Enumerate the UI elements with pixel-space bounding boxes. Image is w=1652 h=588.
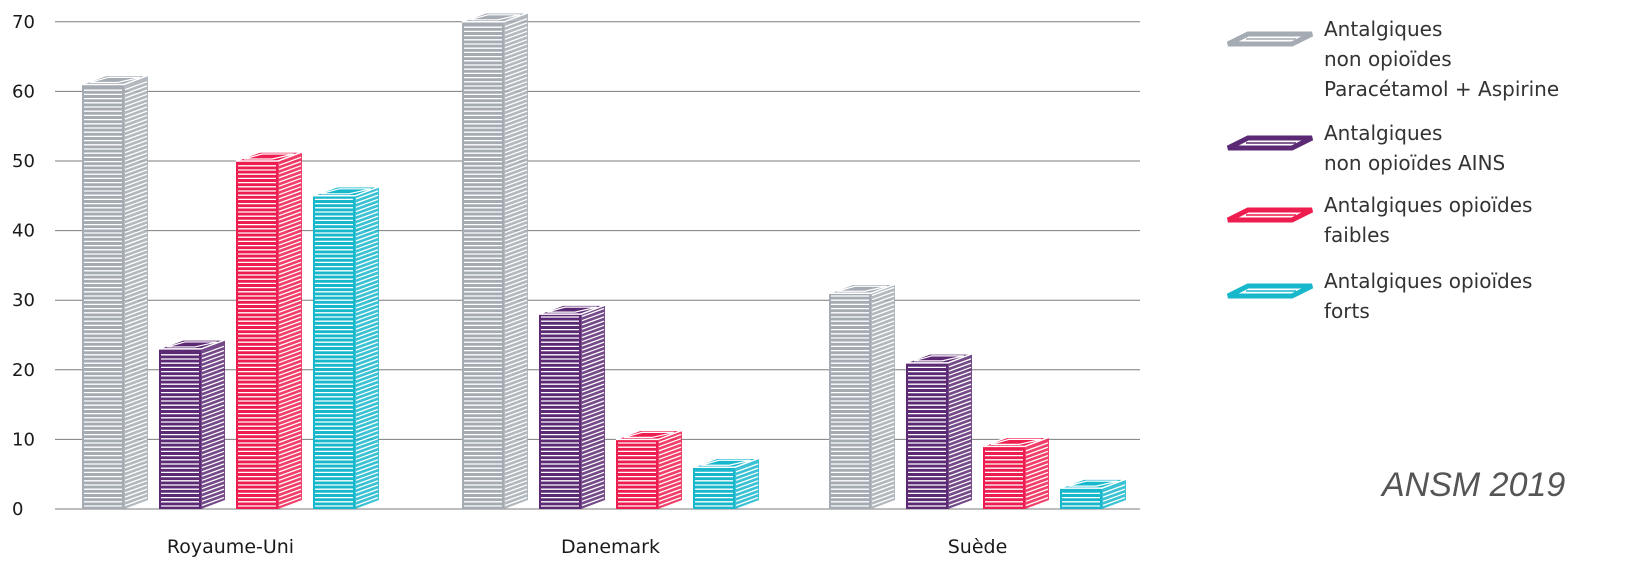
- y-tick-label: 40: [12, 221, 35, 242]
- bar: [158, 339, 226, 509]
- legend-label: faibles: [1324, 223, 1390, 247]
- x-category-label: Royaume-Uni: [167, 536, 294, 558]
- x-axis: Royaume-Uni Danemark Suède: [167, 536, 1007, 558]
- y-tick-label: 10: [12, 429, 35, 450]
- bar: [982, 436, 1050, 509]
- legend-label: forts: [1324, 299, 1370, 323]
- bar: [538, 304, 606, 509]
- source-annotation: ANSM 2019: [1380, 466, 1565, 504]
- legend-item: Antalgiques non opioïdes AINS: [1226, 121, 1505, 175]
- bar: [828, 283, 896, 509]
- bar: [615, 429, 683, 509]
- bar: [312, 186, 380, 510]
- bar: [235, 151, 303, 509]
- legend-label: non opioïdes AINS: [1324, 151, 1505, 175]
- bars: [81, 12, 1127, 510]
- y-tick-label: 20: [12, 360, 35, 381]
- legend-label: non opioïdes: [1324, 47, 1452, 71]
- y-tick-label: 60: [12, 81, 35, 102]
- y-tick-label: 70: [12, 12, 35, 33]
- y-tick-label: 30: [12, 290, 35, 311]
- legend-label: Antalgiques opioïdes: [1324, 193, 1532, 217]
- bar: [461, 12, 529, 510]
- legend-item: Antalgiques opioïdes faibles: [1226, 193, 1532, 247]
- bar: [692, 457, 760, 509]
- y-tick-label: 50: [12, 151, 35, 172]
- legend-label: Antalgiques: [1324, 121, 1442, 145]
- legend: Antalgiques non opioïdes Paracétamol + Asp…: [1226, 17, 1559, 323]
- x-category-label: Suède: [948, 536, 1008, 558]
- y-axis: 0 10 20 30 40 50 60 70: [12, 12, 35, 520]
- bar: [905, 353, 973, 509]
- legend-item: Antalgiques non opioïdes Paracétamol + Asp…: [1226, 17, 1559, 101]
- legend-label: Paracétamol + Aspirine: [1324, 77, 1559, 101]
- legend-item: Antalgiques opioïdes forts: [1226, 269, 1532, 323]
- bar: [81, 74, 149, 509]
- y-tick-label: 0: [12, 499, 23, 520]
- legend-label: Antalgiques opioïdes: [1324, 269, 1532, 293]
- legend-label: Antalgiques: [1324, 17, 1442, 41]
- bar: [1059, 478, 1127, 509]
- x-category-label: Danemark: [561, 536, 660, 558]
